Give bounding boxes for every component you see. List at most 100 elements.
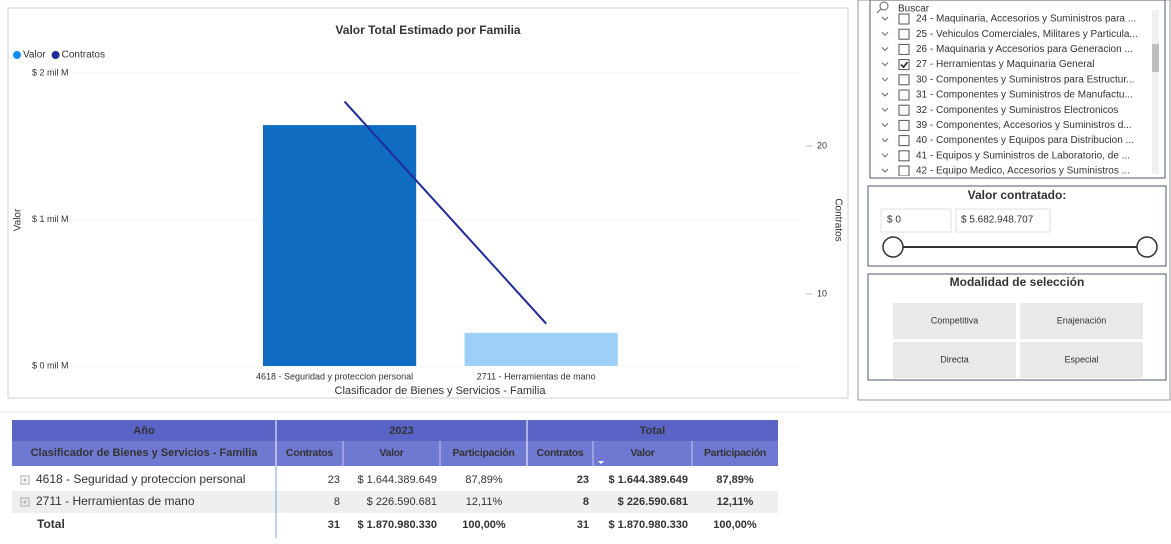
legend-marker [13,51,21,59]
slicer-item[interactable]: 26 - Maquinaria y Accesorios para Genera… [916,44,1133,55]
header-cell: Contratos [286,447,333,459]
table-cell: 100,00% [462,519,506,531]
mode-option: Competitiva [931,315,979,325]
slicer-item[interactable]: 42 - Equipo Medico, Accesorios y Suminis… [916,166,1130,177]
header-cell: Participación [704,447,766,459]
checkbox[interactable] [898,28,910,40]
table-cell: 12,11% [466,496,503,508]
table-cell: $ 1.870.980.330 [608,519,688,531]
slicer-item[interactable]: 32 - Componentes y Suministros Electroni… [916,105,1118,116]
checkbox[interactable] [898,74,910,86]
header-cell: Valor [379,447,403,459]
chevron[interactable] [881,107,889,112]
expand-icon[interactable] [20,497,30,507]
mode-option: Enajenación [1057,315,1107,325]
chevron[interactable] [881,153,889,158]
mode-option: Directa [940,354,969,364]
header-cell: 2023 [389,425,413,437]
checkbox[interactable] [898,59,910,71]
slider-handle[interactable] [882,236,904,258]
slicer-item[interactable]: 25 - Vehiculos Comerciales, Militares y … [916,29,1138,40]
table-cell: 31 [328,519,340,531]
header-cell: Contratos [537,447,584,459]
table-cell: 31 [577,519,589,531]
legend-marker [51,51,60,59]
header-cell: Valor [630,447,654,459]
chevron[interactable] [881,31,889,36]
chevron[interactable] [881,138,889,143]
expand-icon [23,500,27,504]
x-tick-label: 2711 - Herramientas de mano [477,371,596,381]
slicer-list: 24 - Maquinaria, Accesorios y Suministro… [881,13,1138,177]
legend-label: Valor [23,50,46,61]
y-tick-label: $ 1 mil M [32,214,69,224]
checkbox[interactable] [898,165,910,176]
header-band [12,420,778,441]
chevron[interactable] [881,77,889,82]
checkbox[interactable] [898,43,910,55]
mode-buttons: Competitiva Enajenación Directa Especial [893,303,1143,378]
slicer-item[interactable]: 27 - Herramientas y Maquinaria General [916,59,1094,70]
slicer-item[interactable]: 39 - Componentes, Accesorios y Suministr… [916,120,1132,131]
x-axis-title: Clasificador de Bienes y Servicios - Fam… [335,385,547,397]
checkbox[interactable] [898,13,910,25]
y-tick-label: $ 2 mil M [32,67,69,77]
slicer-item[interactable]: 31 - Componentes y Suministros de Manufa… [916,90,1133,101]
table-cell: 23 [577,474,589,486]
expand-icon [23,478,27,482]
checkbox[interactable] [898,89,910,101]
slicer-item[interactable]: 41 - Equipos y Suministros de Laboratori… [916,150,1130,161]
mode-button[interactable] [893,303,1016,339]
chart-panel [7,7,849,399]
x-tick-label: 4618 - Seguridad y proteccion personal [256,371,413,381]
bar [464,332,618,366]
mode-button[interactable] [1020,303,1143,339]
chevron[interactable] [881,168,889,173]
y2-axis-title: Contratos [832,198,843,241]
legend-label: Contratos [62,50,105,61]
header-band [12,441,778,466]
mode-button[interactable] [893,342,1016,378]
mode-button[interactable] [1020,342,1143,378]
header-cell: Total [640,425,665,437]
slicer-item[interactable]: 24 - Maquinaria, Accesorios y Suministro… [916,14,1136,25]
table-cell: $ 1.644.389.649 [608,474,688,486]
slicer-item[interactable]: 40 - Componentes y Equipos para Distribu… [916,135,1134,146]
min-value: $ 0 [887,215,901,226]
table-cell: 87,89% [716,474,754,486]
table-cell: 8 [334,496,340,508]
expand-icon[interactable] [20,475,30,485]
checkbox[interactable] [898,119,910,131]
chevron[interactable] [881,123,889,128]
chevron[interactable] [881,47,889,52]
header-cell: Participación [452,447,514,459]
table-cell: 100,00% [713,519,757,531]
slicer-item[interactable]: 30 - Componentes y Suministros para Estr… [916,74,1134,85]
table-cell: $ 1.644.389.649 [357,474,437,486]
chevron[interactable] [881,62,889,67]
range-title: Valor contratado: [968,188,1067,202]
scrollbar [1152,10,1159,174]
max-input[interactable] [955,208,1051,233]
table-cell: $ 226.590.681 [618,496,688,508]
checkbox[interactable] [898,150,910,162]
min-input[interactable] [880,208,952,233]
slider-handle[interactable] [1136,236,1158,258]
header-cell: Clasificador de Bienes y Servicios - Fam… [31,447,259,459]
search-icon [876,8,882,14]
checkbox[interactable] [898,135,910,147]
table-cell: 8 [583,496,589,508]
header-cell: Año [133,425,155,437]
line [343,100,547,325]
chevron[interactable] [881,92,889,97]
mode-option: Especial [1064,354,1098,364]
search-input[interactable]: Buscar [898,4,930,15]
row-band [12,491,778,513]
table-cell: 4618 - Seguridad y proteccion personal [36,472,245,486]
y-tick-label: $ 0 mil M [32,360,69,370]
chevron[interactable] [881,16,889,21]
checkbox[interactable] [898,104,910,116]
table-cell: 23 [328,474,340,486]
table-cell: $ 226.590.681 [367,496,437,508]
scroll-thumb[interactable] [1152,44,1159,72]
